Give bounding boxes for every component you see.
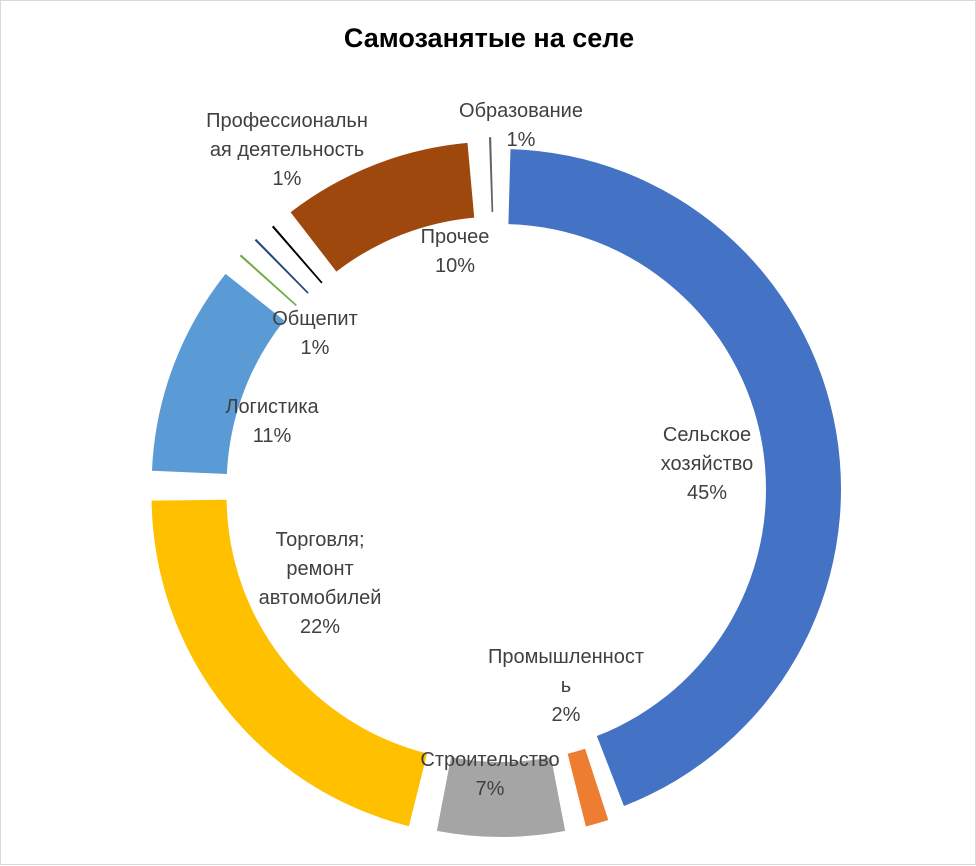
data-label-0: Сельское хозяйство 45% — [661, 424, 754, 504]
donut-slice-0 — [508, 149, 841, 806]
data-label-8: Прочее 10% — [421, 226, 490, 277]
donut-slice-6 — [254, 238, 309, 294]
donut-slice-7 — [271, 225, 323, 284]
donut-slice-9 — [488, 137, 494, 213]
data-label-5: Общепит 1% — [272, 308, 358, 359]
data-label-7: Профессиональн ая деятельность 1% — [206, 110, 368, 190]
donut-slice-2 — [436, 757, 566, 837]
donut-slice-3 — [151, 499, 428, 827]
donut-slice-4 — [151, 273, 285, 474]
donut-slice-8 — [290, 142, 475, 272]
data-label-3: Торговля; ремонт автомобилей 22% — [259, 529, 382, 638]
data-label-1: Промышленност ь 2% — [488, 646, 644, 726]
chart-title: Самозанятые на селе — [343, 23, 635, 53]
donut-slice-5 — [239, 254, 297, 307]
data-label-9: Образование 1% — [459, 100, 583, 151]
data-label-2: Строительство 7% — [420, 749, 559, 800]
donut-slice-1 — [567, 748, 609, 827]
data-label-4: Логистика 11% — [225, 396, 319, 447]
